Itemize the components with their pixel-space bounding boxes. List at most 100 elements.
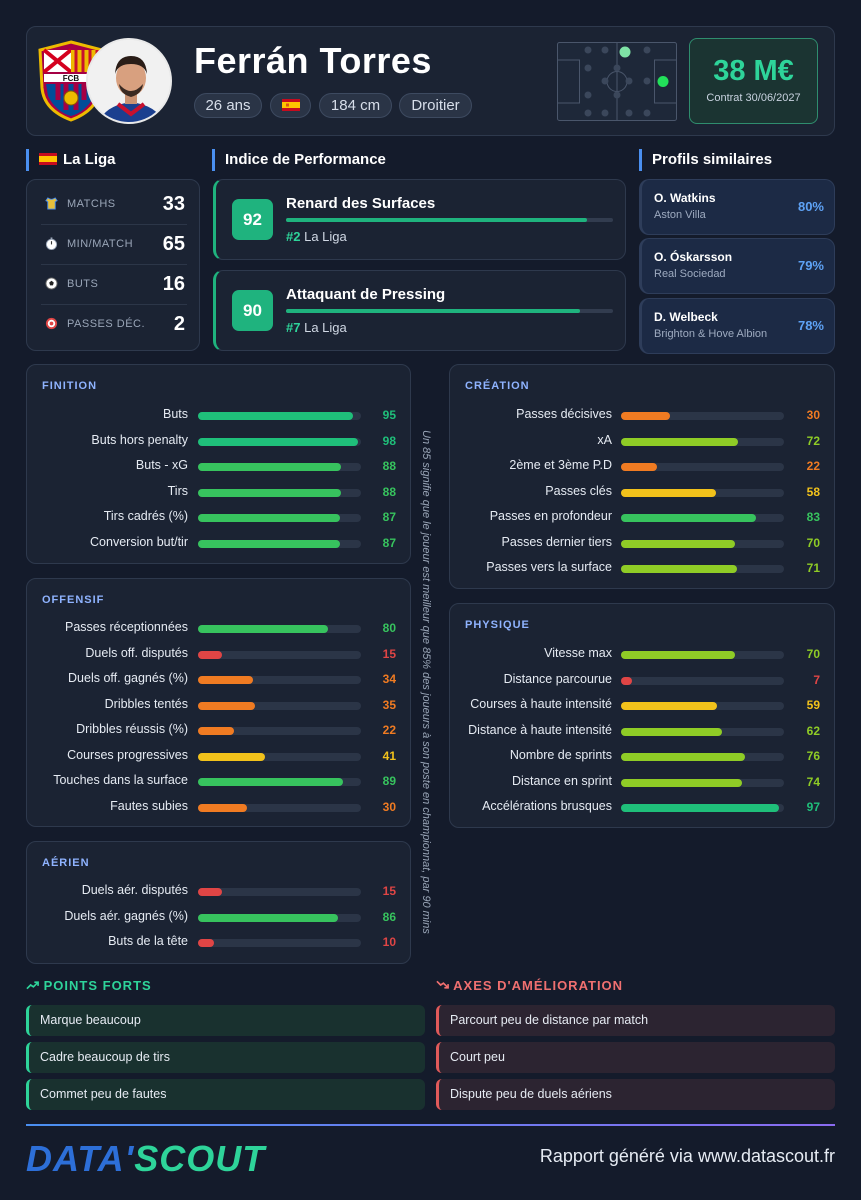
- performance-bar: [286, 309, 613, 313]
- crest-letters: FCB: [63, 74, 80, 83]
- panel-title: CRÉATION: [465, 380, 530, 392]
- stat-row: 2ème et 3ème P.D 22: [450, 457, 834, 475]
- stat-bar: [621, 727, 784, 736]
- stat-value: 95: [382, 408, 396, 422]
- aerien-panel: AÉRIEN Duels aér. disputés 15 Duels aér. g…: [26, 841, 411, 964]
- stat-bar: [198, 939, 361, 947]
- stat-label: Fautes subies: [110, 798, 188, 813]
- similar-profile-card[interactable]: D. Welbeck Brighton & Hove Albion 78%: [639, 298, 835, 354]
- stat-bar-fill: [198, 913, 339, 922]
- spain-flag-icon: [281, 99, 300, 111]
- finition-panel: FINITION Buts 95 Buts hors penalty 98 Buts -…: [26, 364, 411, 564]
- spain-flag-icon: [39, 153, 57, 165]
- stat-label: Distance à haute intensité: [468, 722, 612, 737]
- offensif-panel: OFFENSIF Passes réceptionnées 80 Duels off…: [26, 578, 411, 827]
- stat-bar-fill: [621, 514, 757, 522]
- stat-value: 74: [806, 774, 820, 789]
- stat-row: Accélérations brusques 97: [450, 798, 834, 816]
- performance-title: Attaquant de Pressing: [286, 286, 446, 303]
- stat-bar: [621, 437, 784, 446]
- performance-rank: #2 La Liga: [286, 229, 347, 244]
- stat-bar-fill: [621, 804, 780, 812]
- stat-bar-fill: [198, 463, 342, 471]
- stat-row: Fautes subies 30: [27, 798, 410, 816]
- nationality-badge: [270, 93, 311, 118]
- stat-value: 10: [382, 935, 396, 949]
- player-photo: [86, 38, 172, 124]
- improvement-item: Dispute peu de duels aériens: [436, 1079, 835, 1110]
- stat-bar-fill: [621, 412, 670, 420]
- stat-bar-fill: [198, 752, 265, 761]
- percentile-note: Un 85 signifie que le joueur est meilleu…: [420, 430, 432, 934]
- stat-bar: [621, 753, 784, 761]
- foot-badge: Droitier: [399, 93, 472, 118]
- stat-bar-fill: [198, 437, 358, 446]
- stat-row: Distance à haute intensité 62: [450, 722, 834, 740]
- stat-value: 35: [382, 697, 396, 712]
- stat-bar: [198, 463, 361, 471]
- similar-profile-card[interactable]: O. Watkins Aston Villa 80%: [639, 179, 835, 235]
- stat-value: 88: [382, 459, 396, 473]
- stat-row: Dribbles réussis (%) 22: [27, 721, 410, 739]
- stat-bar: [621, 651, 784, 659]
- stat-row: Duels off. gagnés (%) 34: [27, 670, 410, 688]
- stat-label: Buts hors penalty: [91, 432, 188, 447]
- physique-panel: PHYSIQUE Vitesse max 70 Distance parcourue…: [449, 603, 835, 828]
- similar-profiles-heading: Profils similaires: [639, 149, 772, 171]
- performance-score: 90: [232, 290, 273, 331]
- stat-bar-fill: [621, 437, 739, 446]
- stat-value: 83: [806, 510, 820, 524]
- stat-row: Passes décisives 30: [450, 406, 834, 424]
- stat-row: Passes clés 58: [450, 483, 834, 501]
- stat-value: 98: [382, 433, 396, 448]
- stat-bar-fill: [198, 514, 340, 522]
- improvements-heading: AXES D'AMÉLIORATION: [436, 978, 623, 993]
- stat-label: Passes décisives: [516, 407, 612, 421]
- stat-row: Vitesse max 70: [450, 645, 834, 663]
- stat-min-match: MIN/MATCH 65: [41, 225, 187, 265]
- stat-row: Passes en profondeur 83: [450, 508, 834, 526]
- stat-bar-fill: [198, 803, 247, 812]
- stat-value: 15: [382, 884, 396, 898]
- stat-label: Duels aér. gagnés (%): [64, 908, 188, 923]
- stat-bar: [621, 463, 784, 471]
- stat-value: 22: [382, 723, 396, 737]
- stat-bar: [198, 778, 361, 786]
- stat-row: Duels aér. gagnés (%) 86: [27, 908, 410, 926]
- stat-bar-fill: [621, 463, 657, 471]
- stat-row: Buts hors penalty 98: [27, 432, 410, 450]
- strength-item: Marque beaucoup: [26, 1005, 425, 1036]
- stat-label: Accélérations brusques: [482, 799, 612, 813]
- performance-card-2: 90 Attaquant de Pressing #7 La Liga: [213, 270, 626, 351]
- stat-row: Duels off. disputés 15: [27, 645, 410, 663]
- footer-divider: [26, 1124, 835, 1126]
- stat-bar: [198, 913, 361, 922]
- similar-profile-card[interactable]: O. Óskarsson Real Sociedad 79%: [639, 238, 835, 294]
- stat-value: 80: [382, 621, 396, 635]
- stat-row: Conversion but/tir 87: [27, 534, 410, 552]
- stat-bar: [198, 514, 361, 522]
- stat-row: Courses à haute intensité 59: [450, 696, 834, 714]
- stat-bar-fill: [198, 539, 340, 548]
- stat-row: Distance en sprint 74: [450, 773, 834, 791]
- stat-row: Touches dans la surface 89: [27, 772, 410, 790]
- stat-label: Passes réceptionnées: [65, 620, 188, 634]
- jersey-icon: [43, 197, 59, 213]
- stat-bar-fill: [198, 727, 234, 735]
- stat-bar: [198, 676, 361, 684]
- stat-value: 58: [806, 484, 820, 499]
- stat-row: Duels aér. disputés 15: [27, 882, 410, 900]
- stat-bar: [621, 514, 784, 522]
- stat-row: Buts 95: [27, 406, 410, 424]
- stat-value: 86: [382, 909, 396, 924]
- stat-value: 72: [806, 433, 820, 448]
- stat-label: Buts - xG: [135, 458, 188, 472]
- trend-up-icon: [26, 978, 44, 993]
- stat-row: Passes réceptionnées 80: [27, 619, 410, 637]
- datascout-logo[interactable]: DATA'SCOUT: [26, 1138, 266, 1179]
- stat-bar: [621, 804, 784, 812]
- stat-row: Courses progressives 41: [27, 747, 410, 765]
- strength-item: Commet peu de fautes: [26, 1079, 425, 1110]
- stat-bar-fill: [621, 676, 633, 685]
- stat-value: 41: [382, 748, 396, 763]
